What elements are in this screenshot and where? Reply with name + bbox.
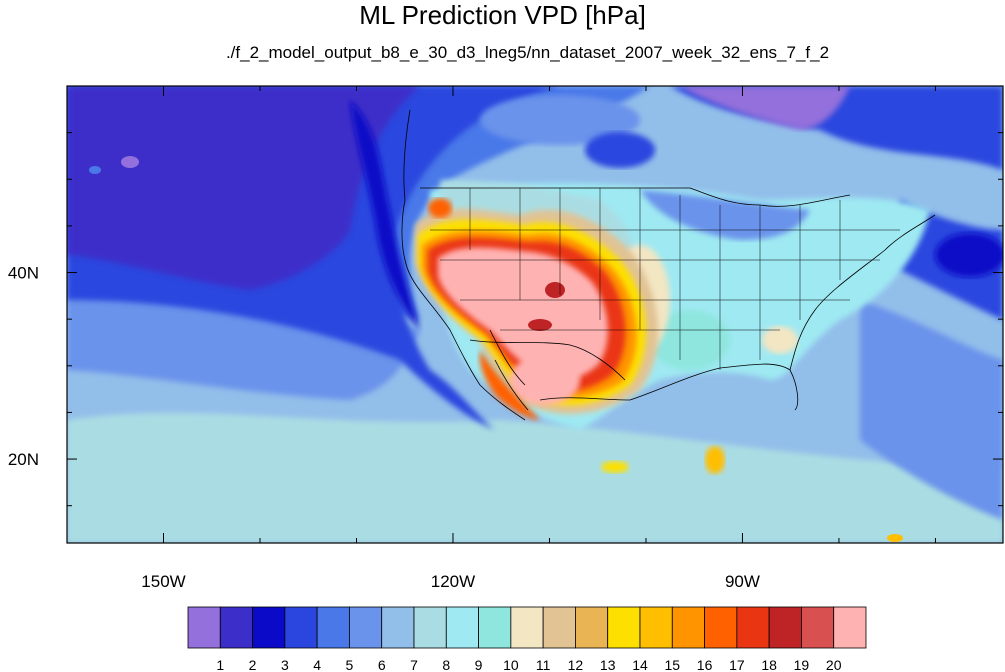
colorbar-swatch xyxy=(639,606,673,649)
y-tick-label: 40N xyxy=(8,264,39,283)
colorbar-label: 6 xyxy=(378,657,386,672)
colorbar-label: 5 xyxy=(346,657,354,672)
colorbar: 1 2 3 4 5 6 7 8 9 10 11 12 13 14 15 16 17 18 19 20 xyxy=(187,606,867,672)
field-hotspot-pnw xyxy=(428,198,452,218)
field-caribbean-spot xyxy=(887,534,903,542)
colorbar-swatch xyxy=(478,606,512,649)
colorbar-label: 12 xyxy=(568,657,584,672)
colorbar-swatch xyxy=(671,606,705,649)
colorbar-swatch xyxy=(542,606,576,649)
colorbar-label: 10 xyxy=(503,657,519,672)
colorbar-label: 4 xyxy=(313,657,321,672)
field-south-teal xyxy=(650,310,730,370)
colorbar-swatch xyxy=(252,606,286,649)
colorbar-swatch xyxy=(510,606,544,649)
field-baja-red xyxy=(479,350,540,420)
colorbar-label: 11 xyxy=(536,657,551,672)
colorbar-swatch xyxy=(801,606,835,649)
field-band-deep-north xyxy=(350,100,420,330)
field-sw-pink-south xyxy=(510,355,580,405)
field-hotspot-gulf xyxy=(705,446,725,474)
colorbar-label: 17 xyxy=(729,657,745,672)
field-band-arctic-purple xyxy=(680,86,850,130)
colorbar-swatch xyxy=(833,606,867,649)
coast-atlantic xyxy=(789,214,936,371)
colorbar-label: 20 xyxy=(826,657,842,672)
colorbar-swatch xyxy=(349,606,383,649)
colorbar-swatch xyxy=(445,606,479,649)
gulf-california xyxy=(489,329,526,386)
colorbar-swatch xyxy=(575,606,609,649)
colorbar-swatch xyxy=(316,606,350,649)
colorbar-label: 13 xyxy=(600,657,616,672)
state-borders xyxy=(430,188,900,370)
colorbar-label: 9 xyxy=(475,657,483,672)
field-north-blue xyxy=(640,190,810,240)
colorbar-label: 14 xyxy=(632,657,648,672)
field-sw-pink xyxy=(438,247,608,381)
colorbar-label: 2 xyxy=(249,657,257,672)
y-tick-label: 20N xyxy=(8,450,39,469)
x-tick-label: 120W xyxy=(431,572,475,591)
colorbar-swatch xyxy=(284,606,318,649)
colorbar-label: 1 xyxy=(216,657,224,672)
y-axis: 20N 40N xyxy=(8,132,1003,507)
coast-pacific xyxy=(401,109,526,421)
colorbar-swatch xyxy=(768,606,802,649)
colorbar-label: 16 xyxy=(697,657,713,672)
colorbar-swatch xyxy=(219,606,253,649)
colorbar-swatch xyxy=(187,606,221,649)
field-core-darkred xyxy=(528,319,552,331)
field-band-canada-mid xyxy=(480,95,640,145)
coast-gulf xyxy=(539,363,799,411)
chart-subtitle: ./f_2_model_output_b8_e_30_d3_lneg5/nn_d… xyxy=(225,43,830,62)
colorbar-swatch xyxy=(736,606,770,649)
colorbar-swatch xyxy=(607,606,641,649)
colorbar-swatch xyxy=(381,606,415,649)
coast-baja xyxy=(494,359,529,411)
x-tick-label: 90W xyxy=(725,572,760,591)
field-band-atlantic-south xyxy=(860,300,1003,520)
field-hotspot-mexico xyxy=(601,461,629,473)
field-se-tan xyxy=(762,326,798,354)
colorbar-label: 18 xyxy=(761,657,777,672)
field-core-darkred-2 xyxy=(545,282,565,298)
x-axis: 150W 120W 90W xyxy=(141,86,936,591)
plot-frame xyxy=(66,85,1004,544)
field-band-south-lightblue xyxy=(67,412,1003,543)
field-band-canada-blue xyxy=(585,132,655,168)
colorbar-label: 8 xyxy=(442,657,450,672)
colorbar-swatch xyxy=(413,606,447,649)
colorbar-label: 15 xyxy=(664,657,680,672)
field-band-pacific-darkest xyxy=(67,86,420,290)
chart-title: ML Prediction VPD [hPa] xyxy=(359,0,646,30)
colorbar-label: 3 xyxy=(281,657,289,672)
colorbar-label: 7 xyxy=(410,657,418,672)
field-pacific-spot xyxy=(121,156,139,168)
field-pacific-spot-2 xyxy=(89,166,101,174)
field-band-atlantic-deep xyxy=(935,233,1003,277)
colorbar-label: 19 xyxy=(794,657,810,672)
x-tick-label: 150W xyxy=(141,572,185,591)
map-field xyxy=(67,86,1003,543)
colorbar-swatch xyxy=(704,606,738,649)
